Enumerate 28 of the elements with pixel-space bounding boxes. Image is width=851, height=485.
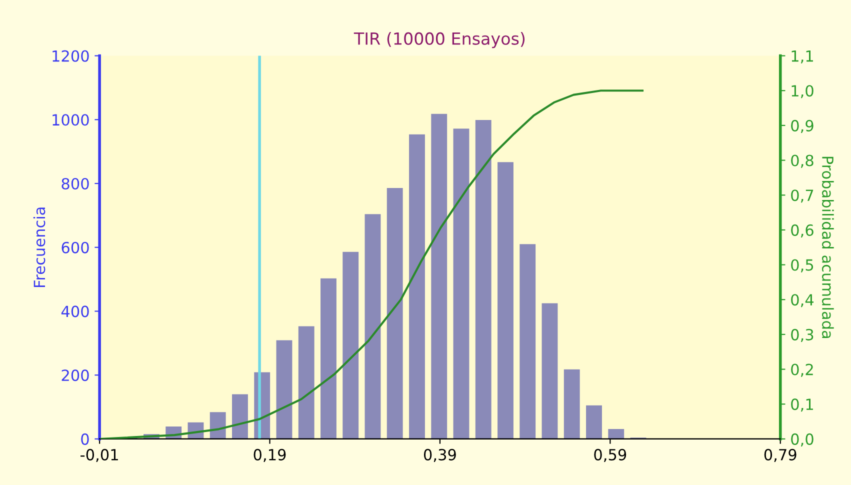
- y-tick-label: 600: [62, 242, 89, 254]
- chart-title: TIR (10000 Ensayos): [354, 32, 525, 48]
- y2-tick-label: 0,1: [791, 398, 813, 412]
- y2-tick-label: 0,5: [791, 259, 814, 272]
- y2-tick-label: 1,0: [792, 85, 814, 98]
- y2-tick-label: 0,7: [791, 190, 814, 203]
- x-tick-label: 0,79: [764, 448, 796, 462]
- y2-axis-title: Probabilidad acumulada: [822, 156, 834, 338]
- y2-tick-label: 0,6: [791, 224, 814, 238]
- y-tick-label: 200: [62, 370, 89, 382]
- y2-tick-label: 0,8: [791, 154, 814, 168]
- y-tick-label: 800: [62, 178, 89, 190]
- x-tick-label: 0,59: [594, 448, 626, 462]
- y2-tick-label: 1,1: [792, 50, 813, 64]
- x-tick-label: -0,01: [80, 448, 118, 462]
- y2-tick-label: 0,9: [791, 120, 814, 134]
- y-tick-label: 0: [81, 433, 89, 445]
- y2-tick-label: 0,2: [791, 364, 813, 377]
- line-series: [100, 90, 644, 439]
- y-axis-title: Frecuencia: [33, 208, 46, 287]
- y2-tick-label: 0,3: [791, 328, 814, 342]
- x-tick-label: 0,39: [424, 448, 456, 462]
- y2-tick-label: 0,0: [791, 433, 814, 447]
- y2-tick-label: 0,4: [791, 294, 814, 308]
- x-tick-label: 0,19: [254, 448, 286, 462]
- y-tick-label: 1200: [52, 50, 89, 62]
- y-tick-label: 400: [61, 306, 89, 318]
- y-tick-label: 1000: [52, 114, 89, 126]
